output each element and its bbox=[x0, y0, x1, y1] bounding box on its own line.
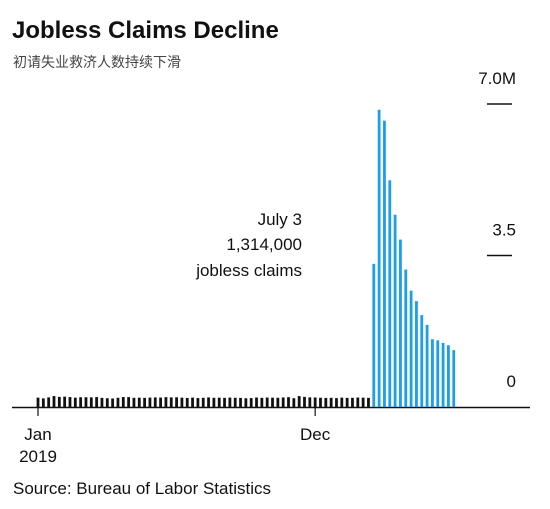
bar bbox=[212, 397, 216, 407]
bar bbox=[383, 120, 386, 407]
bar bbox=[207, 397, 210, 407]
bar bbox=[420, 315, 424, 407]
bar bbox=[143, 397, 146, 407]
bar bbox=[47, 397, 51, 407]
bar bbox=[297, 396, 301, 407]
bar bbox=[175, 397, 178, 407]
bar bbox=[260, 397, 264, 407]
bar bbox=[249, 398, 253, 407]
source: Source: Bureau of Labor Statistics bbox=[13, 479, 271, 498]
bar bbox=[244, 398, 248, 407]
annotation: July 3 bbox=[258, 210, 302, 229]
bar bbox=[164, 397, 168, 407]
bar bbox=[409, 290, 413, 407]
bar bbox=[303, 396, 306, 407]
bar bbox=[52, 396, 56, 407]
bar bbox=[132, 397, 136, 407]
bar bbox=[100, 397, 104, 407]
bar bbox=[233, 397, 237, 407]
bar bbox=[452, 350, 456, 407]
bar bbox=[84, 397, 88, 407]
bar bbox=[292, 398, 296, 407]
bar bbox=[404, 269, 408, 407]
bar bbox=[63, 396, 67, 407]
bar bbox=[276, 397, 280, 407]
bar bbox=[196, 398, 200, 407]
bar bbox=[447, 345, 450, 407]
bar bbox=[153, 397, 157, 407]
bar bbox=[148, 397, 152, 407]
bar bbox=[116, 397, 120, 407]
bar bbox=[36, 397, 40, 407]
bar bbox=[223, 397, 226, 407]
bar bbox=[201, 397, 205, 407]
bar bbox=[169, 397, 173, 407]
annotation: jobless claims bbox=[195, 261, 302, 280]
bar bbox=[367, 397, 370, 407]
bar bbox=[89, 397, 93, 407]
bar bbox=[265, 397, 269, 407]
chart-title: Jobless Claims Decline bbox=[12, 17, 279, 44]
bar bbox=[217, 397, 221, 407]
bar bbox=[425, 324, 429, 407]
bar bbox=[377, 109, 381, 407]
x-year-label: 2019 bbox=[19, 447, 57, 466]
bar bbox=[191, 397, 194, 407]
bar bbox=[79, 397, 83, 407]
bar bbox=[105, 398, 109, 407]
bar bbox=[345, 397, 349, 407]
bar bbox=[73, 397, 77, 407]
bar bbox=[415, 301, 418, 407]
chart-subtitle: 初请失业救济人数持续下滑 bbox=[13, 54, 181, 70]
bar bbox=[436, 340, 440, 407]
bar bbox=[431, 339, 434, 407]
bar bbox=[180, 397, 184, 407]
x-tick-label: Dec bbox=[300, 425, 331, 444]
bar bbox=[393, 214, 397, 407]
bar bbox=[361, 397, 365, 407]
bar bbox=[68, 397, 72, 407]
bar bbox=[313, 397, 317, 407]
bar bbox=[185, 397, 189, 407]
bar bbox=[137, 397, 141, 407]
bar bbox=[388, 180, 392, 407]
y-tick-label: 7.0M bbox=[478, 69, 516, 88]
y-tick-label: 3.5 bbox=[492, 221, 516, 240]
bar bbox=[239, 397, 242, 407]
bar bbox=[319, 397, 322, 407]
bar bbox=[329, 397, 333, 407]
y-tick-label: 0 bbox=[507, 372, 516, 391]
bar bbox=[281, 397, 285, 407]
bar bbox=[95, 397, 99, 407]
bar bbox=[287, 397, 290, 407]
bar bbox=[335, 398, 338, 407]
bar bbox=[127, 397, 131, 407]
bar bbox=[340, 397, 344, 407]
bar bbox=[324, 397, 328, 407]
bar bbox=[41, 398, 45, 407]
bar bbox=[111, 398, 115, 407]
bar bbox=[228, 397, 232, 407]
bar bbox=[121, 397, 125, 407]
annotation: 1,314,000 bbox=[226, 235, 302, 254]
bar bbox=[57, 396, 61, 407]
bar bbox=[255, 397, 258, 407]
x-tick-label: Jan bbox=[24, 425, 51, 444]
bar bbox=[441, 342, 445, 407]
bar bbox=[271, 397, 274, 407]
bar bbox=[159, 397, 162, 407]
bar bbox=[399, 239, 402, 407]
bar bbox=[356, 397, 360, 407]
bar bbox=[372, 263, 376, 407]
bar bbox=[308, 397, 312, 407]
bar bbox=[351, 397, 354, 407]
